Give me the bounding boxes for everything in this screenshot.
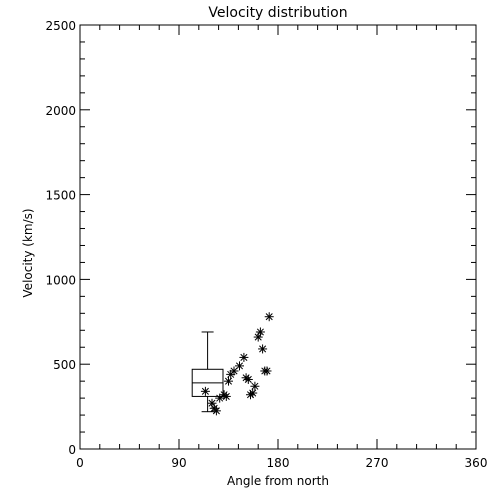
asterisk-stroke xyxy=(249,389,257,397)
data-point xyxy=(235,361,244,371)
data-point xyxy=(248,388,258,398)
y-tick-label: 2500 xyxy=(45,19,76,33)
asterisk-stroke xyxy=(240,353,248,361)
x-tick-label: 180 xyxy=(267,456,290,470)
data-point xyxy=(255,327,265,337)
data-point xyxy=(239,352,249,362)
asterisk-stroke xyxy=(259,345,267,353)
y-axis-label: Velocity (km/s) xyxy=(21,208,35,297)
data-point xyxy=(262,366,272,376)
asterisk-stroke xyxy=(244,375,252,383)
axis-ticks: 0 90 180 270 360 0 500 1000 1500 2000 2500 xyxy=(45,19,487,470)
y-tick-label: 1000 xyxy=(45,273,76,287)
y-tick-label: 1500 xyxy=(45,189,76,203)
data-point xyxy=(200,386,210,396)
asterisk-stroke xyxy=(222,392,230,400)
x-tick-label: 270 xyxy=(366,456,389,470)
asterisk-stroke xyxy=(263,367,271,375)
asterisk-stroke xyxy=(265,313,273,321)
asterisk-stroke xyxy=(251,382,259,390)
y-tick-label: 0 xyxy=(68,443,76,457)
boxplot xyxy=(191,331,224,413)
chart-title: Velocity distribution xyxy=(208,5,347,21)
x-tick-label: 0 xyxy=(76,456,84,470)
asterisk-stroke xyxy=(224,377,233,385)
x-tick-label: 90 xyxy=(171,456,186,470)
data-point xyxy=(264,312,274,322)
data-point xyxy=(211,406,221,416)
plot-frame xyxy=(79,24,477,450)
data-point xyxy=(221,391,231,401)
asterisk-stroke xyxy=(212,407,220,415)
x-tick-label: 360 xyxy=(465,456,488,470)
y-tick-label: 500 xyxy=(53,358,76,372)
y-tick-label: 2000 xyxy=(45,104,76,118)
data-point xyxy=(224,376,233,386)
asterisk-stroke xyxy=(208,399,216,407)
data-point xyxy=(243,374,253,384)
asterisk-stroke xyxy=(235,362,244,370)
data-point xyxy=(250,381,260,391)
asterisk-stroke xyxy=(256,328,264,336)
data-points xyxy=(200,312,274,416)
asterisk-stroke xyxy=(201,387,209,395)
x-axis-label: Angle from north xyxy=(227,474,329,488)
data-point xyxy=(258,344,268,354)
